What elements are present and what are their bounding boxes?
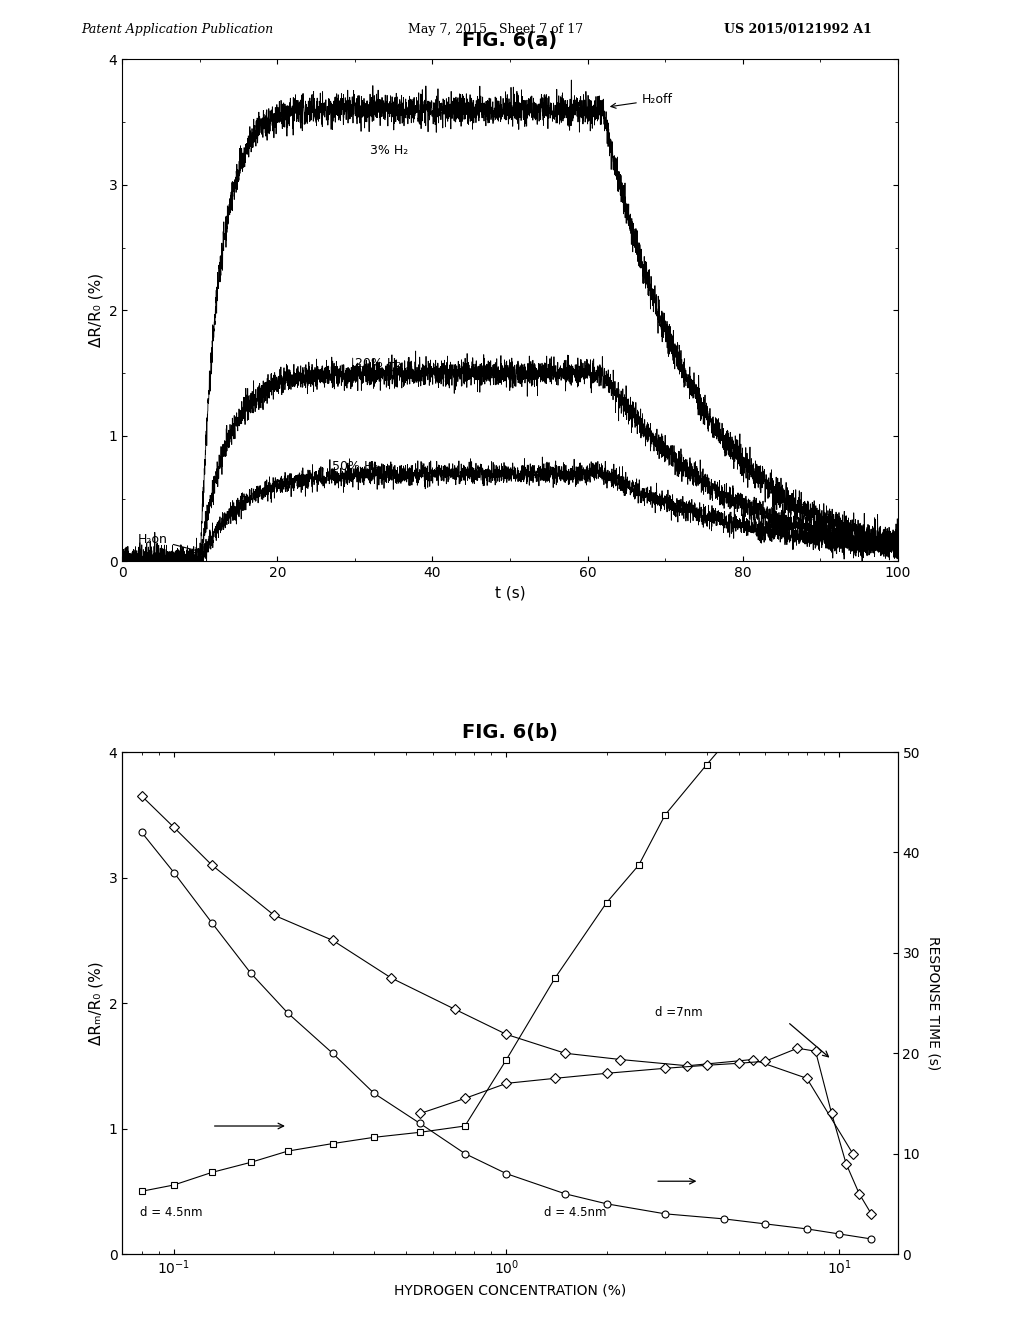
Text: H₂on: H₂on bbox=[138, 532, 200, 553]
Text: US 2015/0121992 A1: US 2015/0121992 A1 bbox=[723, 22, 871, 36]
Title: FIG. 6(b): FIG. 6(b) bbox=[462, 723, 557, 742]
Text: d = 4.5nm: d = 4.5nm bbox=[544, 1206, 606, 1220]
Text: H₂off: H₂off bbox=[610, 94, 673, 108]
Y-axis label: ΔRₘ/R₀ (%): ΔRₘ/R₀ (%) bbox=[88, 961, 103, 1045]
Text: d = 4.5nm: d = 4.5nm bbox=[140, 1206, 202, 1220]
X-axis label: HYDROGEN CONCENTRATION (%): HYDROGEN CONCENTRATION (%) bbox=[393, 1283, 626, 1298]
Text: 20% H₂: 20% H₂ bbox=[355, 356, 400, 370]
Title: FIG. 6(a): FIG. 6(a) bbox=[462, 30, 557, 50]
Text: Patent Application Publication: Patent Application Publication bbox=[82, 22, 273, 36]
Text: 3% H₂: 3% H₂ bbox=[370, 144, 409, 157]
Text: May 7, 2015   Sheet 7 of 17: May 7, 2015 Sheet 7 of 17 bbox=[408, 22, 583, 36]
X-axis label: t (s): t (s) bbox=[494, 586, 525, 601]
Text: d =7nm: d =7nm bbox=[654, 1006, 702, 1019]
Y-axis label: ΔR/R₀ (%): ΔR/R₀ (%) bbox=[88, 273, 103, 347]
Text: 50% H₂: 50% H₂ bbox=[331, 459, 378, 473]
Y-axis label: RESPONSE TIME (s): RESPONSE TIME (s) bbox=[926, 936, 940, 1071]
